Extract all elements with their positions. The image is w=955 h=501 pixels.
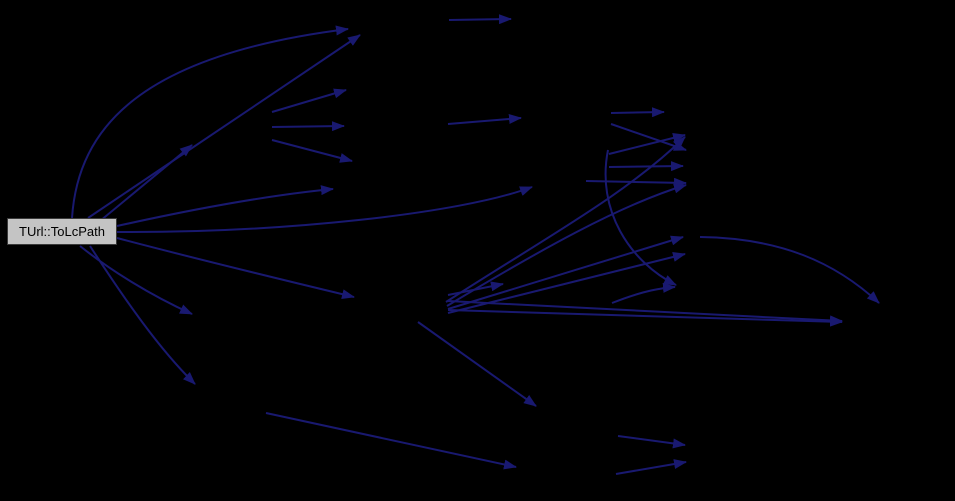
call-arrow [604,149,677,286]
call-arrow [271,139,353,163]
node-label: TUrl::ToLcPath [19,224,105,239]
call-arrow [446,183,687,307]
call-arrow [611,282,676,304]
call-arrow [447,113,522,125]
call-arrow [271,88,347,113]
call-arrow [79,245,193,315]
call-arrow [116,185,334,227]
call-arrow [99,144,193,222]
call-arrow [265,412,517,470]
call-arrow [617,435,686,449]
call-arrow [417,321,537,407]
call-arrow [447,235,684,310]
node-turl-tolcpath[interactable]: TUrl::ToLcPath [7,218,117,245]
edge-layer [71,14,880,475]
call-arrow [447,300,843,326]
call-arrow [89,245,196,385]
call-arrow [447,309,843,327]
call-arrow [87,34,361,219]
call-arrow [608,133,686,155]
call-arrow [71,25,349,219]
call-arrow [699,236,880,304]
call-arrow [445,136,686,303]
call-arrow [116,186,533,234]
call-arrow [615,459,687,475]
call-arrow [116,237,355,300]
call-arrow [585,177,687,188]
call-arrow [448,14,512,25]
call-arrow [271,121,345,132]
call-arrow [610,107,665,118]
call-arrow [608,161,684,172]
